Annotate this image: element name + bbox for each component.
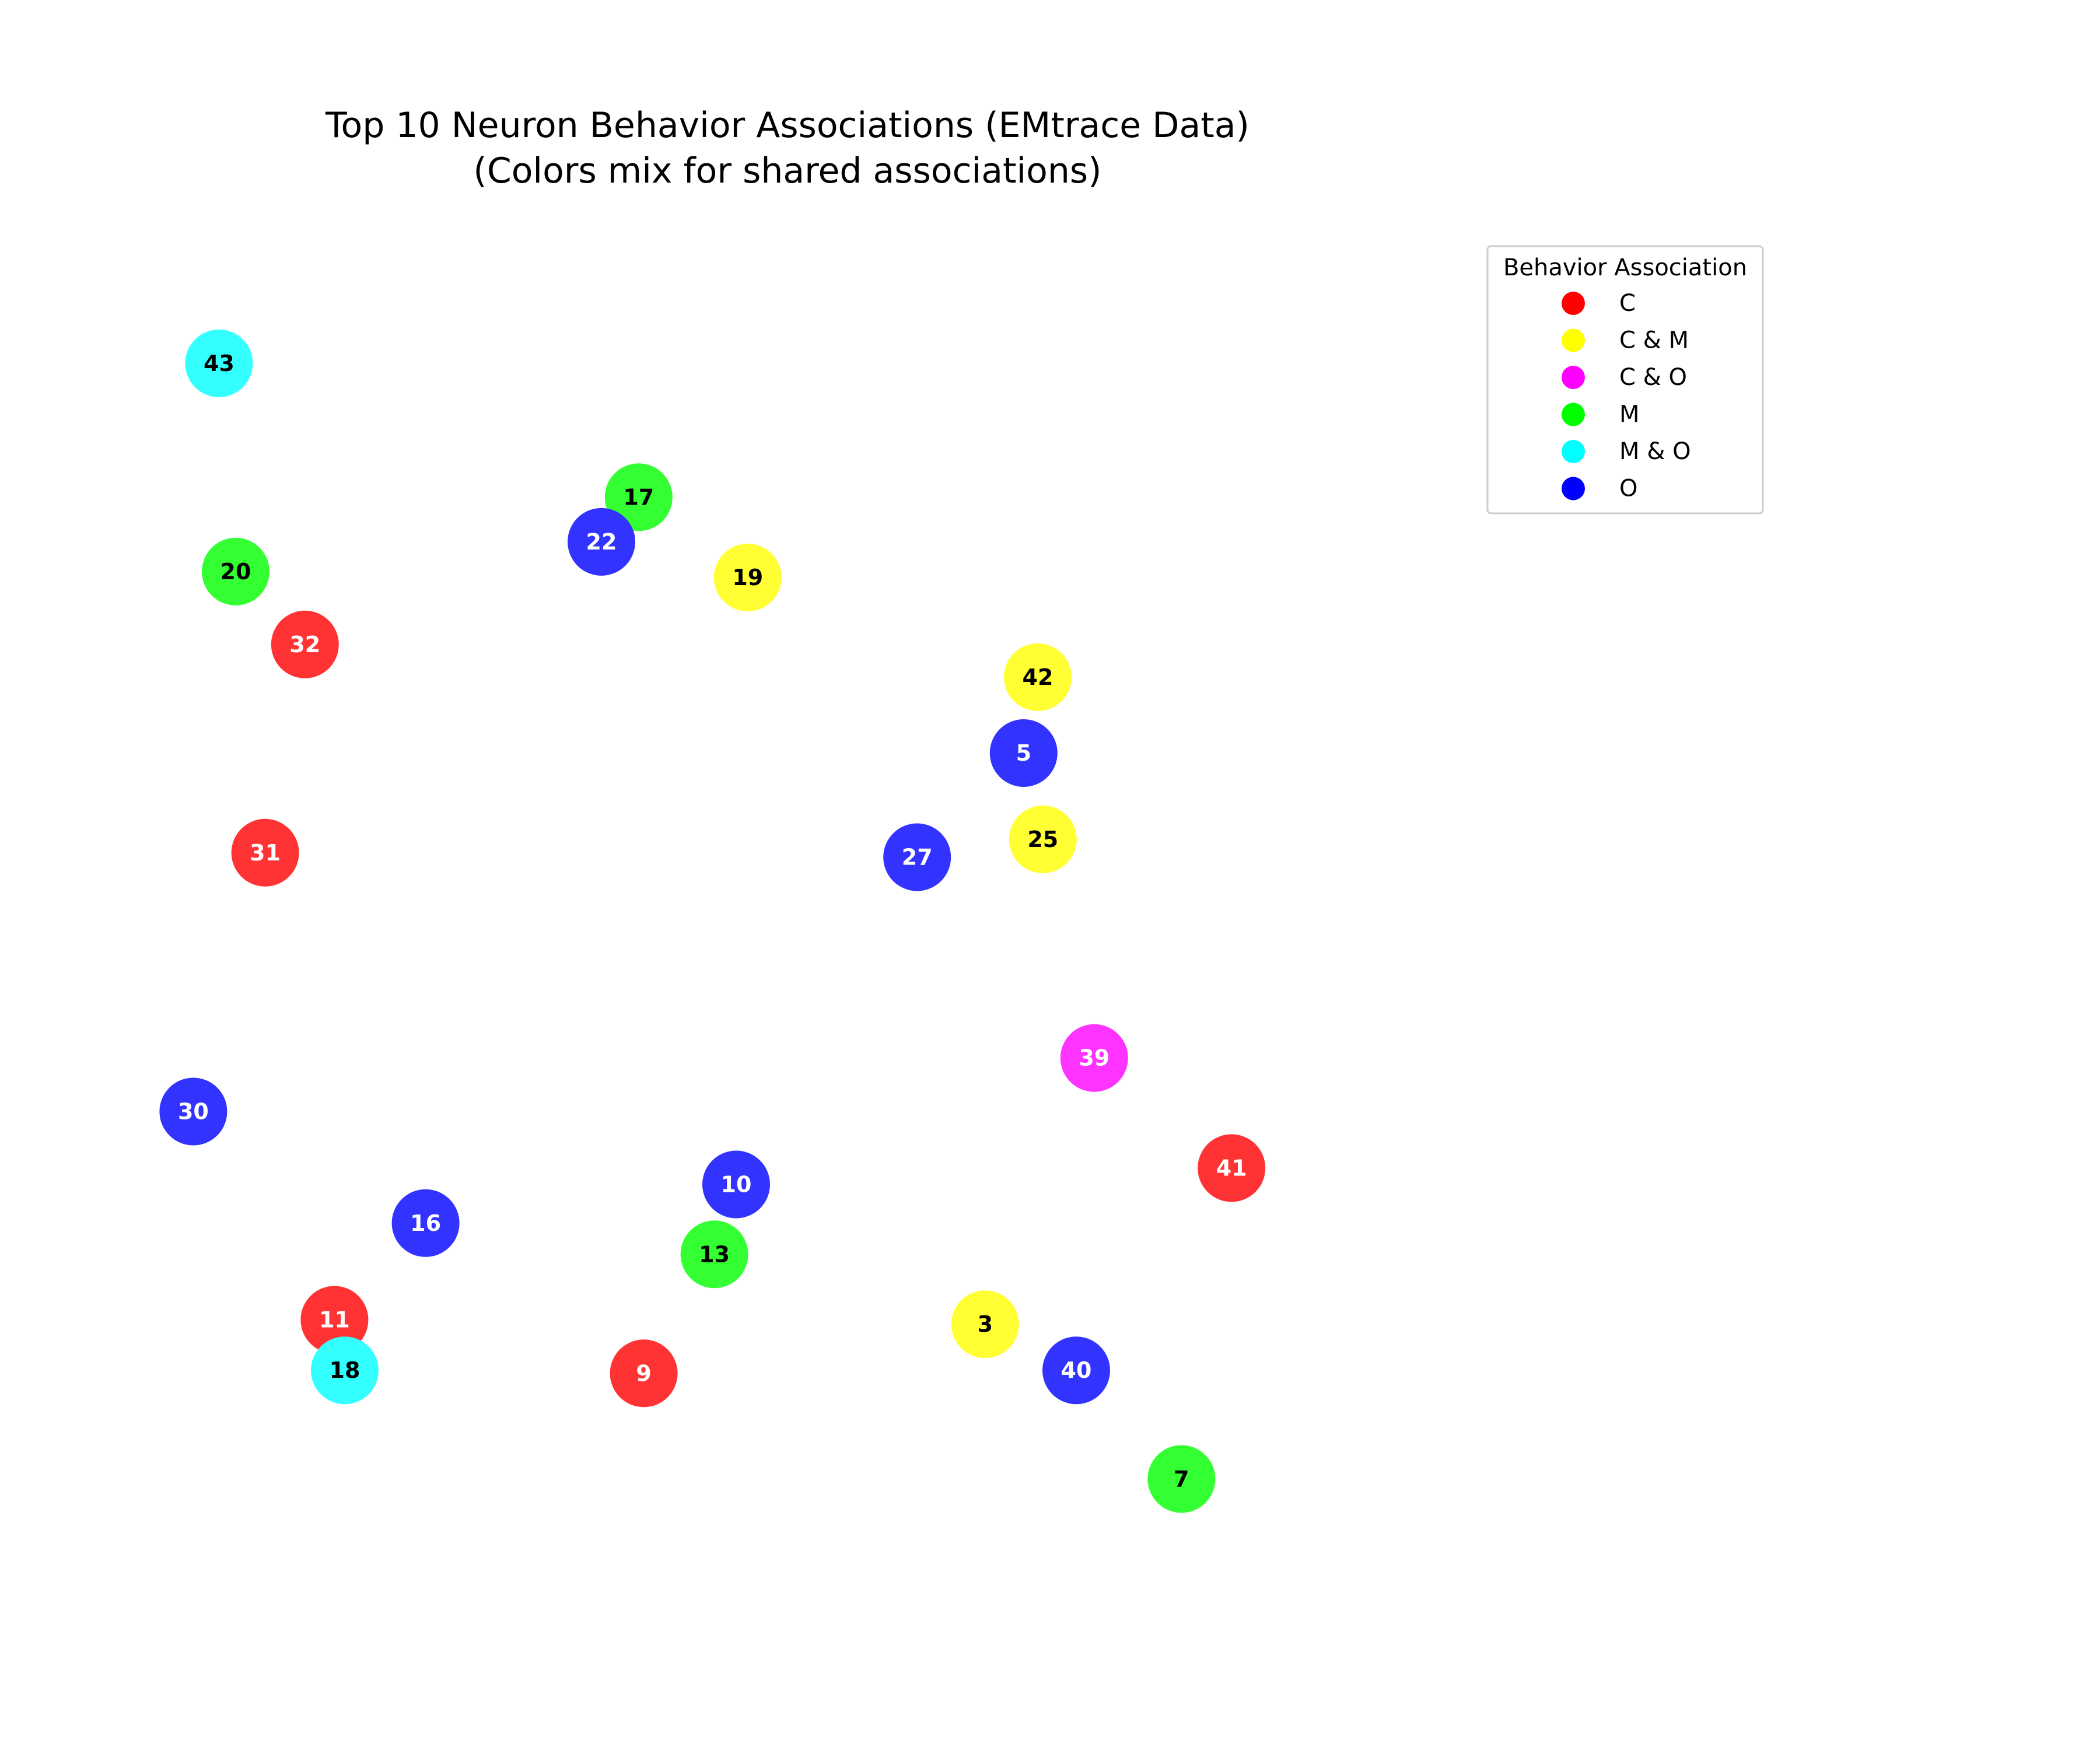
legend-entry: M [1562, 401, 1640, 428]
neuron-point-7: 7 [1147, 1445, 1216, 1513]
legend-swatch [1562, 366, 1585, 389]
neuron-label: 32 [289, 632, 320, 657]
neuron-point-17: 17 [604, 463, 673, 531]
neuron-label: 27 [902, 844, 933, 870]
neuron-point-27: 27 [883, 823, 951, 891]
neuron-point-31: 31 [231, 818, 299, 887]
neuron-marker [1042, 1336, 1110, 1405]
neuron-point-42: 42 [1004, 643, 1072, 711]
neuron-marker [391, 1189, 460, 1257]
neuron-marker [202, 537, 270, 606]
neuron-point-40: 40 [1042, 1336, 1110, 1405]
neuron-marker [1198, 1134, 1266, 1202]
legend-label: M & O [1619, 438, 1691, 465]
legend-entries: C C & M C & O M M & O O [1562, 290, 1691, 502]
neuron-label: 41 [1216, 1155, 1247, 1181]
chart-title: Top 10 Neuron Behavior Associations (EMt… [325, 105, 1250, 146]
neuron-label: 5 [1016, 740, 1031, 766]
neuron-point-16: 16 [391, 1189, 460, 1257]
neuron-point-43: 43 [185, 329, 253, 397]
neuron-point-11: 11 [300, 1286, 369, 1354]
legend-entry: O [1562, 475, 1637, 502]
neuron-label: 43 [204, 351, 235, 376]
legend-frame [1486, 245, 1764, 514]
legend-label: C [1619, 290, 1636, 317]
neuron-marker [311, 1336, 379, 1405]
neuron-marker [680, 1220, 748, 1289]
legend-label: O [1619, 475, 1637, 502]
neuron-point-20: 20 [202, 537, 270, 606]
neuron-label: 11 [319, 1307, 350, 1333]
legend-label: M [1619, 401, 1640, 428]
neuron-label: 22 [586, 529, 617, 555]
neuron-label: 19 [732, 565, 763, 590]
legend-swatch [1562, 440, 1585, 463]
neuron-label: 13 [699, 1241, 730, 1267]
neuron-point-9: 9 [610, 1339, 678, 1408]
neuron-point-22: 22 [568, 508, 635, 576]
neuron-label: 7 [1174, 1466, 1189, 1492]
neuron-point-19: 19 [713, 544, 782, 612]
neuron-label: 17 [623, 484, 654, 510]
neuron-point-18: 18 [311, 1336, 379, 1405]
legend-swatch [1562, 328, 1585, 352]
neuron-label: 31 [250, 840, 281, 866]
neuron-marker [159, 1077, 228, 1146]
neuron-marker [989, 719, 1058, 787]
neuron-point-41: 41 [1198, 1134, 1266, 1202]
neuron-marker [300, 1286, 369, 1354]
legend-entry: C & M [1562, 327, 1689, 354]
neuron-marker [883, 823, 951, 891]
legend-entry: M & O [1562, 438, 1691, 465]
neuron-point-30: 30 [159, 1077, 228, 1146]
neuron-marker [610, 1339, 678, 1408]
neuron-label: 10 [721, 1171, 752, 1197]
legend-title: Behavior Association [1503, 254, 1747, 281]
neuron-label: 16 [410, 1210, 441, 1236]
neuron-label: 39 [1079, 1045, 1110, 1071]
neuron-label: 18 [330, 1357, 360, 1383]
neuron-marker [604, 463, 673, 531]
neuron-point-10: 10 [702, 1150, 770, 1219]
neuron-point-32: 32 [271, 610, 339, 678]
neuron-label: 3 [978, 1311, 993, 1337]
legend-entry: C [1562, 290, 1636, 317]
neuron-marker [713, 544, 782, 612]
neuron-marker [1147, 1445, 1216, 1513]
neuron-marker [1009, 805, 1077, 873]
neuron-marker [1004, 643, 1072, 711]
neuron-point-39: 39 [1060, 1024, 1128, 1092]
neuron-marker [185, 329, 253, 397]
neuron-label: 40 [1061, 1357, 1092, 1383]
neuron-label: 9 [636, 1360, 651, 1386]
neuron-marker [702, 1150, 770, 1219]
neuron-label: 30 [178, 1099, 209, 1125]
legend-swatch [1562, 477, 1585, 501]
neuron-label: 20 [220, 559, 251, 584]
neuron-point-25: 25 [1009, 805, 1077, 873]
neuron-point-13: 13 [680, 1220, 748, 1289]
legend-swatch [1562, 292, 1585, 315]
neuron-marker [1060, 1024, 1128, 1092]
legend-swatch [1562, 402, 1585, 426]
neuron-point-5: 5 [989, 719, 1058, 787]
neuron-label: 42 [1023, 664, 1054, 690]
neuron-point-3: 3 [951, 1290, 1019, 1359]
neuron-marker [568, 508, 635, 576]
legend-label: C & M [1619, 327, 1689, 354]
legend: Behavior Association C C & M C & O M M & O O [1486, 245, 1764, 514]
legend-entry: C & O [1562, 364, 1687, 391]
neuron-marker [951, 1290, 1019, 1359]
neuron-marker [271, 610, 339, 678]
chart-subtitle: (Colors mix for shared associations) [473, 150, 1101, 191]
neuron-marker [231, 818, 299, 887]
neuron-label: 25 [1027, 827, 1058, 852]
legend-label: C & O [1619, 364, 1687, 391]
